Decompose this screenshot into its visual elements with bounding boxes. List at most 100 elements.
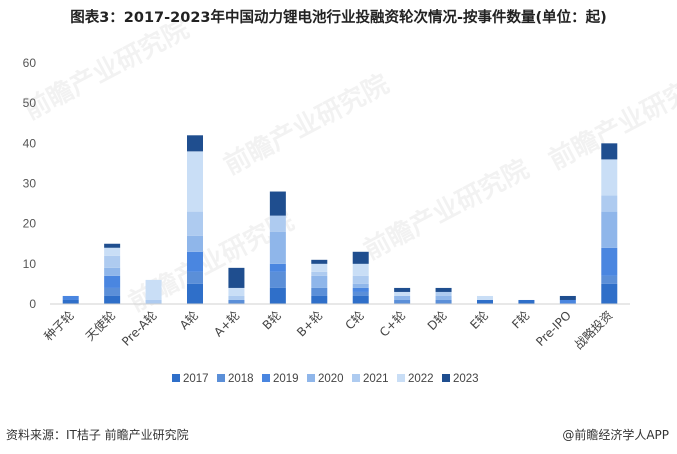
bar-segment-2020 <box>187 235 203 252</box>
x-tick-label: C+轮 <box>377 308 408 339</box>
bar-segment-2023 <box>601 143 618 160</box>
y-axis: 0 10 20 30 40 50 60 <box>23 56 37 311</box>
bar-segment-2022 <box>311 263 328 272</box>
bar-segment-2022 <box>477 295 493 300</box>
bar-segment-2022 <box>228 287 245 296</box>
bar-layer <box>62 135 618 304</box>
legend-label: 2018 <box>228 373 254 385</box>
legend-swatch <box>172 374 180 382</box>
bar-segment-2022 <box>104 247 121 256</box>
x-tick-label: A+轮 <box>211 308 242 339</box>
credit-note: @前瞻经济学人APP <box>562 428 669 442</box>
x-axis: 种子轮 天使轮 Pre-A轮 A轮 A+轮 B轮 B+轮 C轮 C+轮 D轮 E轮 F轮 Pre-IPO… <box>41 303 630 353</box>
bar-segment-2020 <box>269 231 286 264</box>
source-note: 资料来源：IT桔子 前瞻产业研究院 <box>6 428 189 442</box>
bar-segment-2020 <box>394 295 411 300</box>
bar-segment-2023 <box>435 287 452 292</box>
bar-segment-2020 <box>104 267 121 276</box>
legend: 2017 2018 2019 2020 2021 2022 2023 <box>172 373 479 385</box>
bar-segment-2018 <box>601 275 618 284</box>
bar-segment-2017 <box>62 299 79 304</box>
legend-label: 2020 <box>318 373 344 385</box>
bar-segment-2017 <box>311 295 328 304</box>
x-tick-label: C轮 <box>343 308 367 332</box>
x-tick-label: E轮 <box>467 308 491 332</box>
bar-segment-2020 <box>311 275 328 288</box>
x-tick-label: D轮 <box>425 308 450 333</box>
y-tick-label: 30 <box>23 177 37 191</box>
bar-segment-2021 <box>311 271 328 276</box>
x-tick-label: B轮 <box>260 308 284 332</box>
bar-segment-2018 <box>104 287 121 296</box>
watermark-text: 前瞻产业研究院 <box>19 13 194 126</box>
legend-swatch <box>307 374 315 382</box>
bar-segment-2017 <box>352 295 369 304</box>
x-tick-label: Pre-IPO <box>533 308 574 349</box>
bar-segment-2019 <box>104 275 121 288</box>
y-tick-label: 60 <box>23 56 37 70</box>
bar-segment-2023 <box>394 287 411 292</box>
bar-segment-2023 <box>311 259 328 264</box>
bar-segment-2022 <box>601 159 618 196</box>
legend-swatch <box>397 374 405 382</box>
bar-segment-2019 <box>269 263 286 272</box>
bar-segment-2023 <box>269 191 286 216</box>
bar-segment-2022 <box>352 263 369 276</box>
bar-segment-2018 <box>311 287 328 296</box>
bar-segment-2020 <box>601 211 618 248</box>
bar-segment-2023 <box>104 243 121 248</box>
legend-swatch <box>262 374 270 382</box>
legend-label: 2021 <box>363 373 389 385</box>
y-tick-label: 0 <box>29 297 36 311</box>
bar-segment-2018 <box>435 299 452 304</box>
x-tick-label: 天使轮 <box>82 308 118 344</box>
bar-segment-2021 <box>145 299 162 304</box>
x-tick-label: B+轮 <box>294 308 325 339</box>
bar-segment-2018 <box>394 299 411 304</box>
bar-segment-2020 <box>352 283 369 288</box>
bar-segment-2018 <box>228 299 245 304</box>
bar-segment-2019 <box>559 299 576 304</box>
legend-label: 2017 <box>183 373 209 385</box>
legend-swatch <box>217 374 225 382</box>
y-tick-label: 20 <box>23 217 37 231</box>
bar-segment-2021 <box>269 215 286 232</box>
watermark-text: 前瞻产业研究院 <box>219 68 394 181</box>
bar-segment-2018 <box>269 271 286 288</box>
legend-swatch <box>352 374 360 382</box>
bar-segment-2023 <box>228 267 245 288</box>
bar-segment-2017 <box>187 283 203 304</box>
bar-segment-2021 <box>187 211 203 236</box>
bar-segment-2017 <box>601 283 618 304</box>
legend-label: 2019 <box>273 373 299 385</box>
bar-segment-2017 <box>518 299 535 304</box>
bar-segment-2017 <box>104 295 121 304</box>
bar-segment-2021 <box>104 255 121 268</box>
watermark-text: 前瞻产业研究院 <box>359 153 534 266</box>
bar-segment-2019 <box>187 251 203 272</box>
bar-segment-2022 <box>187 151 203 212</box>
x-tick-label: A轮 <box>177 308 201 332</box>
bar-segment-2021 <box>228 295 245 300</box>
bar-segment-2022 <box>394 291 411 296</box>
bar-segment-2021 <box>601 195 618 212</box>
bar-segment-2017 <box>477 299 493 304</box>
bar-segment-2021 <box>435 291 452 296</box>
x-tick-label: 战略投资 <box>571 308 616 353</box>
x-tick-label: 种子轮 <box>41 308 76 343</box>
legend-label: 2022 <box>408 373 434 385</box>
y-tick-label: 10 <box>23 257 37 271</box>
x-tick-label: F轮 <box>509 308 532 331</box>
bar-segment-2023 <box>187 135 203 152</box>
legend-swatch <box>442 374 450 382</box>
bar-segment-2021 <box>352 275 369 284</box>
bar-segment-2018 <box>187 271 203 284</box>
bar-segment-2023 <box>352 251 369 264</box>
bar-segment-2017 <box>269 287 286 304</box>
bar-segment-2019 <box>601 247 618 276</box>
legend-label: 2023 <box>453 373 479 385</box>
bar-segment-2023 <box>559 295 576 300</box>
bar-segment-2022 <box>145 279 162 300</box>
